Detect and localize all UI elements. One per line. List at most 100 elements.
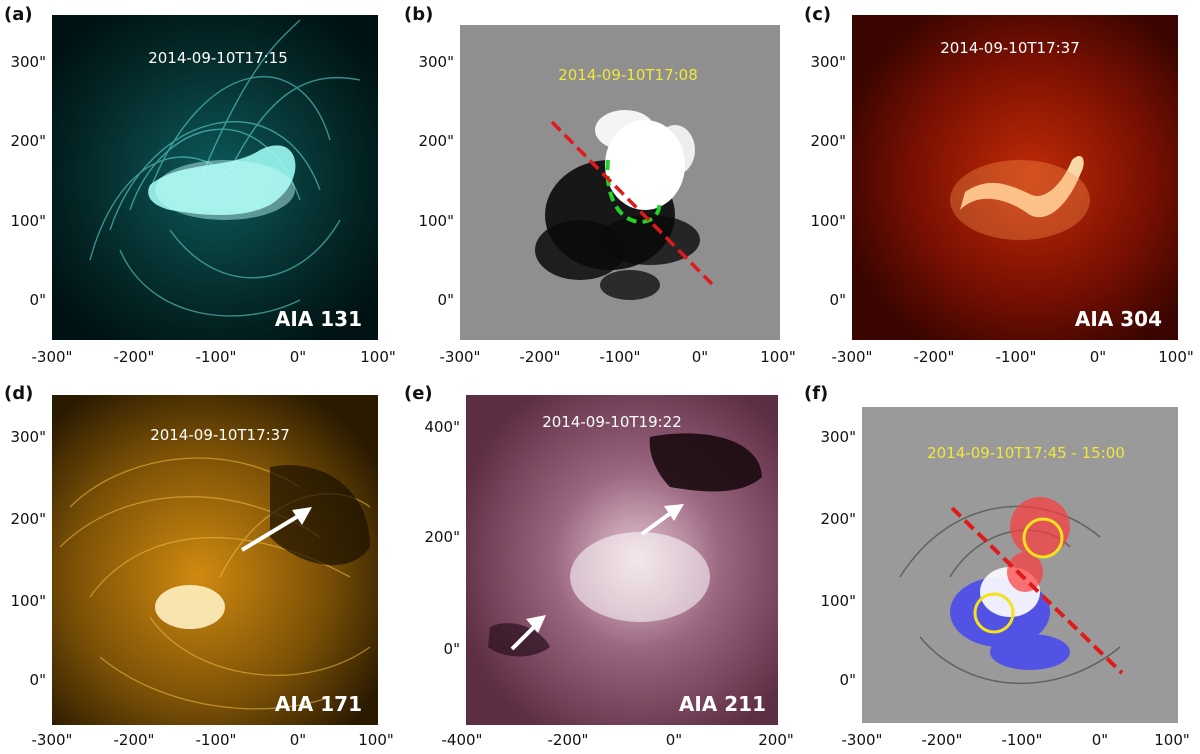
panel-e-arrow-lower	[510, 615, 546, 651]
panel-c-figure: 2014-09-10T17:37 AIA 304 (c) 0" 100" 200…	[804, 4, 1194, 366]
panel-d-dark-region	[270, 465, 370, 566]
tick-label: 0"	[1092, 731, 1108, 749]
tick-label: 200"	[758, 731, 794, 749]
panel-e-label: (e)	[404, 383, 433, 404]
tick-label: 0"	[840, 671, 856, 689]
panel-a-y-axis: 0" 100" 200" 300"	[10, 53, 46, 309]
panel-f: 2014-09-10T17:45 - 15:00 (f) 0" 100" 200…	[800, 377, 1200, 754]
panel-c-channel-label: AIA 304	[1075, 307, 1162, 331]
panel-a-loops	[89, 19, 361, 317]
panel-b-green-dashed-curve	[605, 159, 661, 225]
tick-label: -300"	[32, 348, 73, 366]
tick-label: -100"	[996, 348, 1037, 366]
panel-a-x-axis: -300" -200" -100" 0" 100"	[32, 348, 396, 366]
panel-f-yellow-circle-upper	[1022, 517, 1064, 559]
tick-label: 0"	[830, 291, 846, 309]
panel-d-channel-label: AIA 171	[275, 692, 362, 716]
panel-d-timestamp: 2014-09-10T17:37	[150, 426, 290, 444]
tick-label: 0"	[30, 291, 46, 309]
tick-label: 100"	[760, 348, 796, 366]
panel-a: 2014-09-10T17:15 AIA 131 (a) 0" 100" 200…	[0, 0, 400, 377]
panel-c-label: (c)	[804, 4, 831, 25]
tick-label: -300"	[832, 348, 873, 366]
tick-label: -200"	[114, 731, 155, 749]
panel-a-label: (a)	[4, 4, 33, 25]
tick-label: 100"	[820, 592, 856, 610]
tick-label: 100"	[1158, 348, 1194, 366]
panel-f-figure: 2014-09-10T17:45 - 15:00 (f) 0" 100" 200…	[804, 383, 1190, 749]
tick-label: -300"	[842, 731, 883, 749]
panel-b-x-axis: -300" -200" -100" 0" 100"	[440, 348, 796, 366]
tick-label: 0"	[666, 731, 682, 749]
tick-label: -400"	[442, 731, 483, 749]
tick-label: 100"	[360, 348, 396, 366]
tick-label: 200"	[10, 510, 46, 528]
tick-label: 100"	[1154, 731, 1190, 749]
panel-b-positive-polarity	[595, 110, 695, 210]
panel-e-y-axis: 0" 200" 400"	[424, 418, 460, 658]
tick-label: 300"	[10, 53, 46, 71]
panel-c-image	[852, 15, 1178, 340]
panel-c-flare-ribbon	[960, 155, 1084, 218]
panel-b-label: (b)	[404, 4, 433, 25]
panel-f-red-dashed-line	[950, 506, 1124, 675]
panel-c-y-axis: 0" 100" 200" 300"	[810, 53, 846, 309]
tick-label: 100"	[10, 592, 46, 610]
panel-d-x-axis: -300" -200" -100" 0" 100"	[32, 731, 394, 749]
tick-label: 400"	[424, 418, 460, 436]
panel-f-label: (f)	[804, 383, 828, 404]
panel-c-x-axis: -300" -200" -100" 0" 100"	[832, 348, 1194, 366]
panel-b-y-axis: 0" 100" 200" 300"	[418, 53, 454, 309]
panel-b-red-dashed-line	[550, 120, 714, 286]
tick-label: -200"	[922, 731, 963, 749]
panel-e-coronal-hole-north	[649, 433, 762, 492]
panel-a-flare-core	[148, 145, 296, 215]
panel-a-figure: 2014-09-10T17:15 AIA 131 (a) 0" 100" 200…	[4, 4, 396, 366]
panel-d: 2014-09-10T17:37 AIA 171 (d) 0" 100" 200…	[0, 377, 400, 754]
tick-label: -300"	[32, 731, 73, 749]
tick-label: 100"	[10, 212, 46, 230]
tick-label: 0"	[444, 640, 460, 658]
tick-label: 0"	[290, 731, 306, 749]
tick-label: 100"	[358, 731, 394, 749]
panel-c-timestamp: 2014-09-10T17:37	[940, 39, 1080, 57]
panel-f-yellow-circle-lower	[973, 592, 1015, 634]
panel-a-timestamp: 2014-09-10T17:15	[148, 49, 288, 67]
tick-label: 200"	[418, 132, 454, 150]
panel-b-figure: 2014-09-10T17:08 (b) 0" 100" 200" 300" -…	[404, 4, 796, 366]
panel-f-timestamp: 2014-09-10T17:45 - 15:00	[927, 444, 1125, 462]
tick-label: 0"	[692, 348, 708, 366]
panel-e: 2014-09-10T19:22 AIA 211 (e) 0" 200" 400…	[400, 377, 800, 754]
tick-label: -200"	[548, 731, 589, 749]
tick-label: 300"	[10, 428, 46, 446]
tick-label: -100"	[600, 348, 641, 366]
panel-e-channel-label: AIA 211	[679, 692, 766, 716]
tick-label: 100"	[810, 212, 846, 230]
panel-d-bright-core	[155, 585, 225, 629]
panel-a-channel-label: AIA 131	[275, 307, 362, 331]
panel-d-y-axis: 0" 100" 200" 300"	[10, 428, 46, 689]
panel-e-bright-loops	[570, 532, 710, 622]
panel-e-x-axis: -400" -200" 0" 200"	[442, 731, 794, 749]
tick-label: -100"	[196, 348, 237, 366]
tick-label: 300"	[810, 53, 846, 71]
tick-label: 0"	[30, 671, 46, 689]
panel-b: 2014-09-10T17:08 (b) 0" 100" 200" 300" -…	[400, 0, 800, 377]
tick-label: -200"	[114, 348, 155, 366]
tick-label: 100"	[418, 212, 454, 230]
tick-label: 200"	[810, 132, 846, 150]
tick-label: -100"	[196, 731, 237, 749]
panel-c: 2014-09-10T17:37 AIA 304 (c) 0" 100" 200…	[800, 0, 1200, 377]
tick-label: -200"	[520, 348, 561, 366]
tick-label: 300"	[820, 428, 856, 446]
tick-label: 0"	[1090, 348, 1106, 366]
panel-f-x-axis: -300" -200" -100" 0" 100"	[842, 731, 1190, 749]
tick-label: 0"	[438, 291, 454, 309]
tick-label: -200"	[914, 348, 955, 366]
tick-label: 0"	[290, 348, 306, 366]
panel-f-y-axis: 0" 100" 200" 300"	[820, 428, 856, 689]
panel-d-figure: 2014-09-10T17:37 AIA 171 (d) 0" 100" 200…	[4, 383, 394, 749]
panel-d-arrow	[240, 507, 312, 552]
panel-b-timestamp: 2014-09-10T17:08	[558, 66, 698, 84]
panel-d-label: (d)	[4, 383, 33, 404]
